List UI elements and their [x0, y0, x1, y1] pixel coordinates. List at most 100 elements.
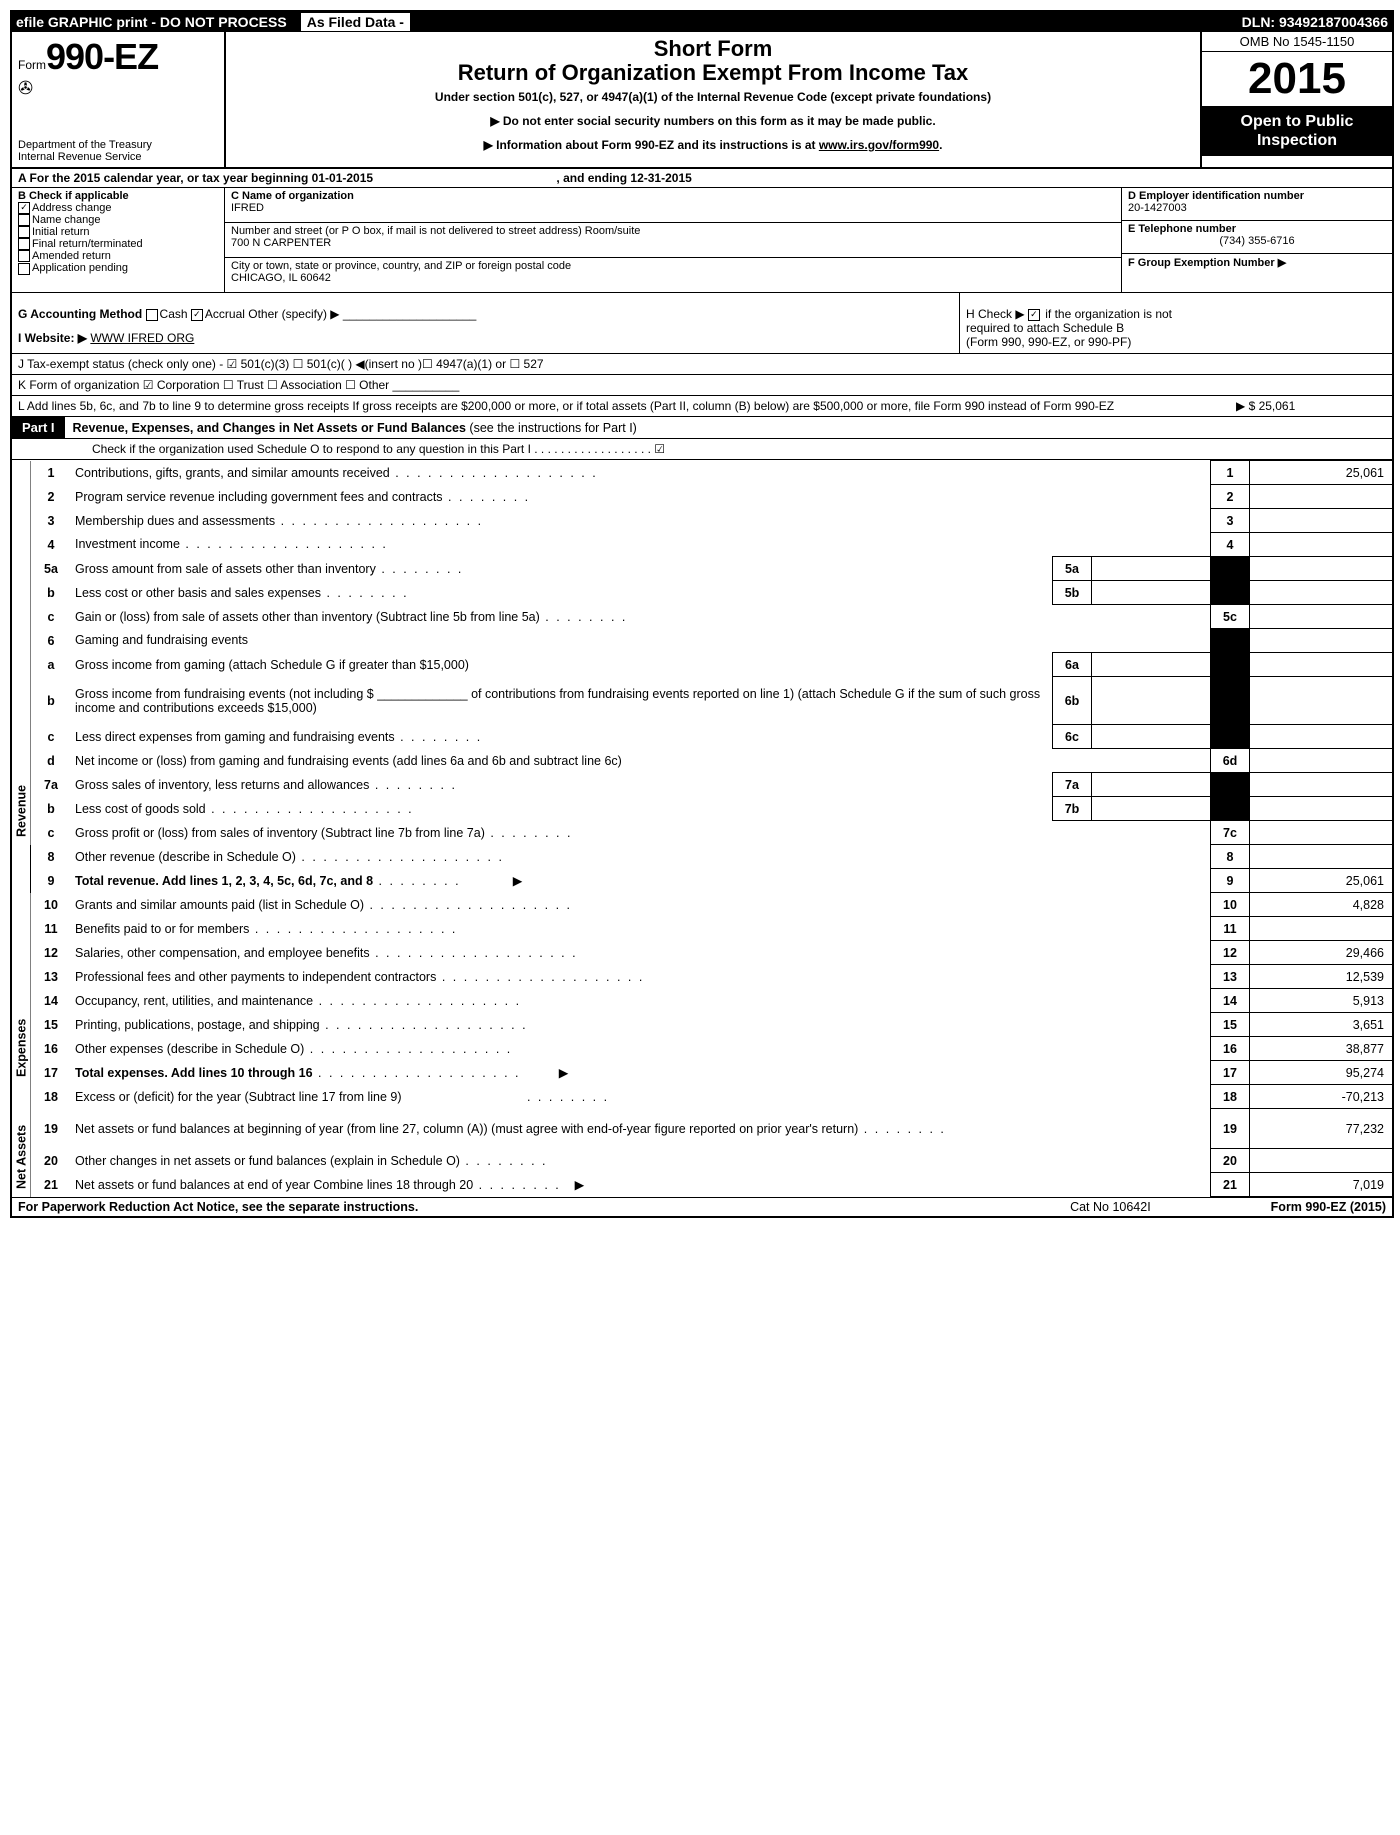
line-16-amount: 38,877: [1250, 1037, 1393, 1061]
line-7c: c Gross profit or (loss) from sales of i…: [12, 821, 1392, 845]
line-18: Net Assets 18 Excess or (deficit) for th…: [12, 1085, 1392, 1109]
line-6c: c Less direct expenses from gaming and f…: [12, 725, 1392, 749]
irs-label: Internal Revenue Service: [18, 151, 218, 163]
form-footer-label: Form 990-EZ (2015): [1271, 1200, 1386, 1214]
cat-number: Cat No 10642I: [1070, 1200, 1151, 1214]
line-21-amount: 7,019: [1250, 1173, 1393, 1197]
line-6b: b Gross income from fundraising events (…: [12, 677, 1392, 725]
line-6d: d Net income or (loss) from gaming and f…: [12, 749, 1392, 773]
checkbox-cash[interactable]: [146, 309, 158, 321]
line-6: 6 Gaming and fundraising events: [12, 629, 1392, 653]
line-13-amount: 12,539: [1250, 965, 1393, 989]
row-h-schedule-b: H Check ▶ ✓ if the organization is not r…: [959, 293, 1392, 353]
dln-number: DLN: 93492187004366: [1242, 14, 1388, 30]
column-c-org-info: C Name of organization IFRED Number and …: [225, 188, 1121, 292]
form-prefix: Form: [18, 58, 46, 72]
expenses-section-label: Expenses: [12, 893, 31, 1085]
line-14-amount: 5,913: [1250, 989, 1393, 1013]
line-10-amount: 4,828: [1250, 893, 1393, 917]
line-18-amount: -70,213: [1250, 1085, 1393, 1109]
row-j-tax-exempt: J Tax-exempt status (check only one) - ☑…: [12, 354, 1392, 375]
ssn-warning: ▶ Do not enter social security numbers o…: [234, 114, 1192, 128]
checkbox-address-change[interactable]: ✓: [18, 202, 30, 214]
part-1-header: Part I Revenue, Expenses, and Changes in…: [12, 417, 1392, 439]
column-d-e-f: D Employer identification number 20-1427…: [1121, 188, 1392, 292]
line-8: 8 Other revenue (describe in Schedule O)…: [12, 845, 1392, 869]
line-19-amount: 77,232: [1250, 1109, 1393, 1149]
line-5c: c Gain or (loss) from sale of assets oth…: [12, 605, 1392, 629]
line-4: 4 Investment income 4: [12, 533, 1392, 557]
omb-number: OMB No 1545-1150: [1202, 32, 1392, 52]
checkbox-name-change[interactable]: [18, 214, 30, 226]
form-title-2: Return of Organization Exempt From Incom…: [234, 60, 1192, 86]
page-footer: For Paperwork Reduction Act Notice, see …: [12, 1197, 1392, 1216]
org-street: 700 N CARPENTER: [231, 237, 1115, 249]
treasury-dept: Department of the Treasury: [18, 139, 218, 151]
line-11: 11 Benefits paid to or for members 11: [12, 917, 1392, 941]
line-9-amount: 25,061: [1250, 869, 1393, 893]
row-a-tax-year: A For the 2015 calendar year, or tax yea…: [12, 169, 1392, 188]
top-bar: efile GRAPHIC print - DO NOT PROCESS As …: [12, 12, 1392, 32]
line-3: 3 Membership dues and assessments 3: [12, 509, 1392, 533]
form-subtitle: Under section 501(c), 527, or 4947(a)(1)…: [234, 90, 1192, 104]
header-left: Form990-EZ ✇ Department of the Treasury …: [12, 32, 226, 167]
line-16: 16 Other expenses (describe in Schedule …: [12, 1037, 1392, 1061]
line-5a: 5a Gross amount from sale of assets othe…: [12, 557, 1392, 581]
form-990ez-page: efile GRAPHIC print - DO NOT PROCESS As …: [10, 10, 1394, 1218]
header: Form990-EZ ✇ Department of the Treasury …: [12, 32, 1392, 169]
net-assets-section-label: Net Assets: [12, 1085, 31, 1197]
checkbox-initial-return[interactable]: [18, 226, 30, 238]
org-name: IFRED: [231, 202, 1115, 214]
line-14: 14 Occupancy, rent, utilities, and maint…: [12, 989, 1392, 1013]
efile-notice: efile GRAPHIC print - DO NOT PROCESS: [16, 14, 287, 30]
row-l-gross-receipts: L Add lines 5b, 6c, and 7b to line 9 to …: [12, 396, 1392, 417]
line-21: 21 Net assets or fund balances at end of…: [12, 1173, 1392, 1197]
line-1: Revenue 1 Contributions, gifts, grants, …: [12, 461, 1392, 485]
checkbox-accrual[interactable]: ✓: [191, 309, 203, 321]
line-15-amount: 3,651: [1250, 1013, 1393, 1037]
row-k-form-org: K Form of organization ☑ Corporation ☐ T…: [12, 375, 1392, 396]
gross-receipts-amount: ▶ $ 25,061: [1236, 399, 1386, 413]
group-exemption: F Group Exemption Number ▶: [1128, 256, 1386, 269]
irs-link[interactable]: www.irs.gov/form990: [819, 138, 939, 152]
line-10: Expenses 10 Grants and similar amounts p…: [12, 893, 1392, 917]
header-center: Short Form Return of Organization Exempt…: [226, 32, 1200, 167]
line-2: 2 Program service revenue including gove…: [12, 485, 1392, 509]
ein: 20-1427003: [1128, 202, 1386, 214]
checkbox-amended[interactable]: [18, 250, 30, 262]
header-right: OMB No 1545-1150 2015 Open to Public Ins…: [1200, 32, 1392, 167]
line-17-amount: 95,274: [1250, 1061, 1393, 1085]
info-link-line: ▶ Information about Form 990-EZ and its …: [234, 138, 1192, 152]
open-to-public: Open to Public Inspection: [1202, 106, 1392, 156]
checkbox-final-return[interactable]: [18, 238, 30, 250]
block-b-c-d: B Check if applicable ✓Address change Na…: [12, 188, 1392, 293]
row-g-accounting: G Accounting Method Cash ✓Accrual Other …: [12, 293, 959, 353]
line-15: 15 Printing, publications, postage, and …: [12, 1013, 1392, 1037]
line-5b: b Less cost or other basis and sales exp…: [12, 581, 1392, 605]
part-1-ledger: Revenue 1 Contributions, gifts, grants, …: [12, 460, 1392, 1197]
telephone: (734) 355-6716: [1128, 235, 1386, 247]
line-1-amount: 25,061: [1250, 461, 1393, 485]
line-19: 19 Net assets or fund balances at beginn…: [12, 1109, 1392, 1149]
line-6a: a Gross income from gaming (attach Sched…: [12, 653, 1392, 677]
checkbox-schedule-b[interactable]: ✓: [1028, 309, 1040, 321]
paperwork-notice: For Paperwork Reduction Act Notice, see …: [18, 1200, 1070, 1214]
form-title-1: Short Form: [234, 36, 1192, 62]
line-20: 20 Other changes in net assets or fund b…: [12, 1149, 1392, 1173]
tax-year: 2015: [1202, 52, 1392, 106]
part-1-schedule-o-check: Check if the organization used Schedule …: [12, 439, 1392, 460]
website-url[interactable]: WWW IFRED ORG: [90, 331, 194, 345]
line-12-amount: 29,466: [1250, 941, 1393, 965]
org-city: CHICAGO, IL 60642: [231, 272, 1115, 284]
column-b-checkboxes: B Check if applicable ✓Address change Na…: [12, 188, 225, 292]
line-17: 17 Total expenses. Add lines 10 through …: [12, 1061, 1392, 1085]
line-12: 12 Salaries, other compensation, and emp…: [12, 941, 1392, 965]
as-filed-label: As Filed Data -: [295, 14, 410, 30]
form-number: 990-EZ: [46, 36, 158, 77]
line-13: 13 Professional fees and other payments …: [12, 965, 1392, 989]
line-7b: b Less cost of goods sold 7b: [12, 797, 1392, 821]
row-i-website-label: I Website: ▶: [18, 331, 90, 345]
checkbox-app-pending[interactable]: [18, 263, 30, 275]
revenue-section-label: Revenue: [12, 461, 31, 845]
line-9: 9 Total revenue. Add lines 1, 2, 3, 4, 5…: [12, 869, 1392, 893]
